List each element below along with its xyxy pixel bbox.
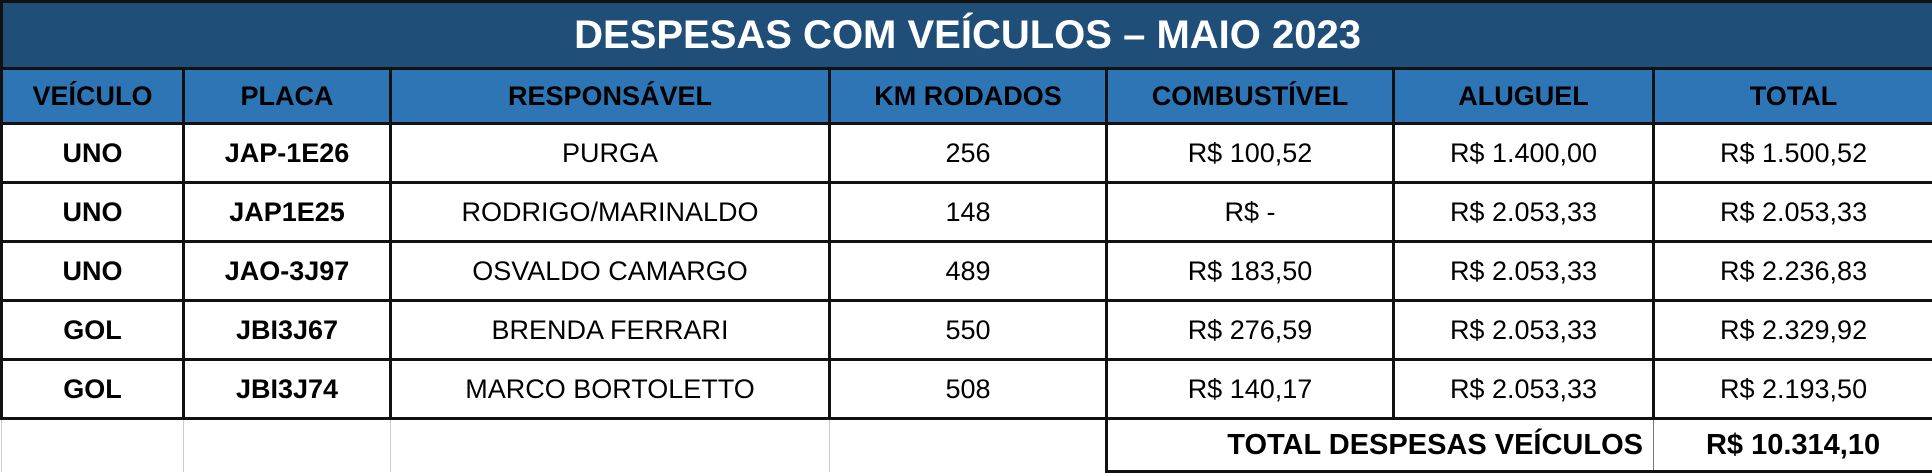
table-cell: 256 <box>830 124 1107 183</box>
table-cell: JAO-3J97 <box>184 242 391 301</box>
table-cell: R$ - <box>1107 183 1394 242</box>
column-header: PLACA <box>184 69 391 124</box>
table-cell: JBI3J74 <box>184 360 391 419</box>
table-cell: OSVALDO CAMARGO <box>391 242 830 301</box>
column-header: KM RODADOS <box>830 69 1107 124</box>
table-cell: R$ 2.236,83 <box>1654 242 1932 301</box>
table-cell: UNO <box>2 183 184 242</box>
empty-cell <box>830 419 1107 472</box>
table-cell: R$ 100,52 <box>1107 124 1394 183</box>
table-cell: R$ 140,17 <box>1107 360 1394 419</box>
table-cell: R$ 2.053,33 <box>1394 360 1654 419</box>
table-cell: UNO <box>2 124 184 183</box>
empty-cell <box>2 419 184 472</box>
table-cell: PURGA <box>391 124 830 183</box>
table-cell: GOL <box>2 301 184 360</box>
table-cell: R$ 2.193,50 <box>1654 360 1932 419</box>
table-cell: R$ 276,59 <box>1107 301 1394 360</box>
table-cell: RODRIGO/MARINALDO <box>391 183 830 242</box>
table-title: DESPESAS COM VEÍCULOS – MAIO 2023 <box>2 2 1932 69</box>
table-cell: R$ 2.053,33 <box>1394 301 1654 360</box>
total-value: R$ 10.314,10 <box>1654 419 1932 472</box>
table-cell: R$ 2.053,33 <box>1394 242 1654 301</box>
table-cell: R$ 183,50 <box>1107 242 1394 301</box>
table-cell: JAP-1E26 <box>184 124 391 183</box>
table-cell: UNO <box>2 242 184 301</box>
table-cell: MARCO BORTOLETTO <box>391 360 830 419</box>
table-cell: JAP1E25 <box>184 183 391 242</box>
table-cell: R$ 2.329,92 <box>1654 301 1932 360</box>
table-cell: R$ 2.053,33 <box>1654 183 1932 242</box>
column-header: ALUGUEL <box>1394 69 1654 124</box>
total-row: TOTAL DESPESAS VEÍCULOS R$ 10.314,10 <box>2 419 1932 472</box>
table-cell: 508 <box>830 360 1107 419</box>
column-header: RESPONSÁVEL <box>391 69 830 124</box>
table-cell: BRENDA FERRARI <box>391 301 830 360</box>
table-cell: GOL <box>2 360 184 419</box>
table-cell: R$ 1.500,52 <box>1654 124 1932 183</box>
column-header: VEÍCULO <box>2 69 184 124</box>
table-cell: R$ 1.400,00 <box>1394 124 1654 183</box>
table-cell: 550 <box>830 301 1107 360</box>
column-header: TOTAL <box>1654 69 1932 124</box>
empty-cell <box>391 419 830 472</box>
table-cell: 148 <box>830 183 1107 242</box>
column-header: COMBUSTÍVEL <box>1107 69 1394 124</box>
empty-cell <box>184 419 391 472</box>
table-cell: 489 <box>830 242 1107 301</box>
table-cell: JBI3J67 <box>184 301 391 360</box>
table-cell: R$ 2.053,33 <box>1394 183 1654 242</box>
total-label: TOTAL DESPESAS VEÍCULOS <box>1107 419 1654 472</box>
